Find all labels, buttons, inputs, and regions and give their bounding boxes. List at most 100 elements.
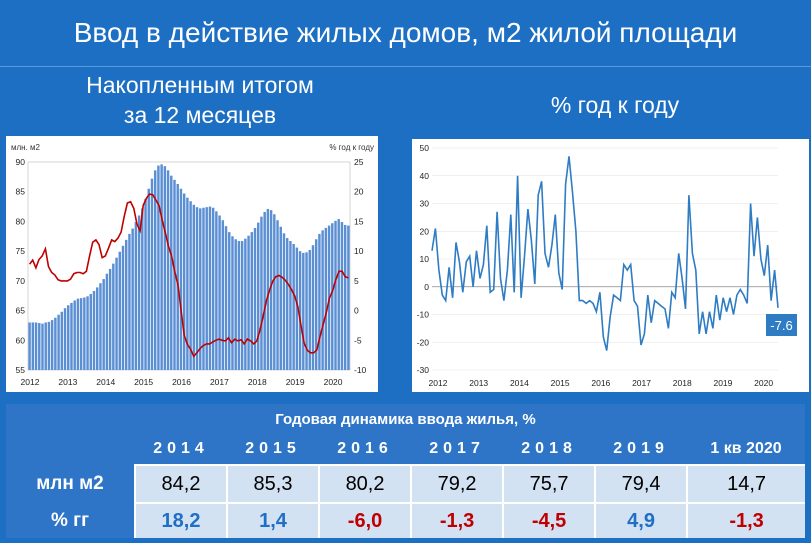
left-y-tick-label: 90 <box>16 157 26 167</box>
left-y-tick-label: 75 <box>16 246 26 256</box>
left-y-tick-label: 60 <box>16 335 26 345</box>
bar <box>308 249 311 370</box>
bar <box>218 215 221 370</box>
row-label-volume: млн м2 <box>6 465 135 503</box>
bar <box>141 208 144 370</box>
x-tick-label: 2013 <box>58 377 77 387</box>
left-axis-unit: млн. м2 <box>11 143 41 152</box>
bar <box>31 322 35 370</box>
y-tick-label: -20 <box>417 337 430 347</box>
right-y-tick-label: -5 <box>354 335 362 345</box>
bar <box>215 211 218 370</box>
bar <box>237 241 241 370</box>
bar <box>96 287 99 370</box>
bar <box>108 268 112 370</box>
left-y-tick-label: 65 <box>16 306 26 316</box>
bar <box>63 308 67 370</box>
bar <box>263 211 266 370</box>
x-tick-label: 2020 <box>754 378 773 388</box>
bar <box>224 226 228 370</box>
bar <box>189 201 192 370</box>
table-cell: 80,2 <box>318 464 412 503</box>
y-tick-label: 50 <box>420 143 430 153</box>
bar <box>295 247 299 370</box>
table-header-2016: 2016 <box>319 434 412 465</box>
bar <box>331 223 334 370</box>
yoy-chart: -30 -20 -10 0 10 20 30 40 50 2012 2013 2014 2015 2016… <box>417 143 797 388</box>
bar <box>202 207 205 370</box>
x-tick-label: 2019 <box>286 377 305 387</box>
accumulated-chart: 55 60 65 70 75 80 85 90 -10 -5 0 5 10 15 20 25 2012 2013 2… <box>11 143 374 387</box>
right-y-tick-label: 5 <box>354 276 359 286</box>
bar <box>173 179 176 370</box>
bar <box>28 322 31 370</box>
yoy-red-series-line <box>28 193 349 358</box>
yoy-blue-series-line <box>431 156 779 351</box>
plot-area <box>27 161 351 371</box>
bar <box>244 238 247 370</box>
bar <box>44 322 47 370</box>
y-tick-label: 30 <box>420 199 430 209</box>
bar <box>121 245 125 370</box>
bar <box>250 232 254 370</box>
y-tick-label: -10 <box>417 310 430 320</box>
bar <box>343 224 347 370</box>
x-tick-label: 2012 <box>429 378 448 388</box>
table-caption: Годовая динамика ввода жилья, % <box>6 404 805 434</box>
right-y-tick-label: -10 <box>354 365 367 375</box>
table-header-q1-2020: 1 кв 2020 <box>687 434 805 465</box>
bar <box>83 297 86 370</box>
bar <box>176 183 179 370</box>
bar <box>240 241 244 370</box>
bar <box>102 279 105 370</box>
bar <box>186 197 189 370</box>
right-chart-subtitle: % год к году <box>550 92 680 118</box>
bar <box>289 241 292 370</box>
left-y-tick-label: 70 <box>16 276 26 286</box>
x-tick-label: 2016 <box>172 377 191 387</box>
table-cell: 14,7 <box>686 464 805 503</box>
x-tick-label: 2018 <box>673 378 692 388</box>
x-tick-label: 2019 <box>713 378 732 388</box>
bar <box>38 323 41 370</box>
bar <box>54 317 57 370</box>
table-header-2015: 2015 <box>227 434 320 465</box>
bar <box>147 188 150 370</box>
left-y-tick-label: 55 <box>16 365 26 375</box>
bar <box>137 215 141 370</box>
bar <box>134 222 138 370</box>
right-y-tick-label: 25 <box>354 157 364 167</box>
x-tick-label: 2016 <box>591 378 610 388</box>
y-tick-label: 40 <box>420 171 430 181</box>
bar <box>257 222 260 370</box>
bar <box>118 251 121 370</box>
bar <box>166 170 170 370</box>
bar <box>79 298 83 370</box>
x-tick-label: 2020 <box>324 377 343 387</box>
bar <box>334 220 337 370</box>
bar <box>67 305 70 370</box>
last-value-label: -7.6 <box>770 318 792 333</box>
bar <box>170 175 173 370</box>
bar <box>305 252 308 370</box>
bar <box>234 239 237 370</box>
bar <box>47 321 51 370</box>
bar <box>279 226 282 370</box>
bar <box>199 208 202 370</box>
table-cell: 1,4 <box>226 502 320 538</box>
last-value-box <box>766 314 797 336</box>
bar <box>208 206 212 370</box>
bar <box>60 311 64 370</box>
table-row-yoy: % гг 18,2 1,4 -6,0 -1,3 -4,5 4,9 -1,3 <box>6 502 805 538</box>
bar <box>347 225 350 370</box>
table-cell: -6,0 <box>318 502 412 538</box>
left-y-tick-label: 80 <box>16 216 26 226</box>
table-cell: 79,2 <box>410 464 504 503</box>
bar <box>266 208 270 370</box>
y-tick-label: 0 <box>424 282 429 292</box>
bar <box>70 302 73 370</box>
bar <box>76 298 80 370</box>
table-header-2019: 2019 <box>595 434 688 465</box>
table-cell: -1,3 <box>410 502 504 538</box>
bar <box>260 216 263 370</box>
